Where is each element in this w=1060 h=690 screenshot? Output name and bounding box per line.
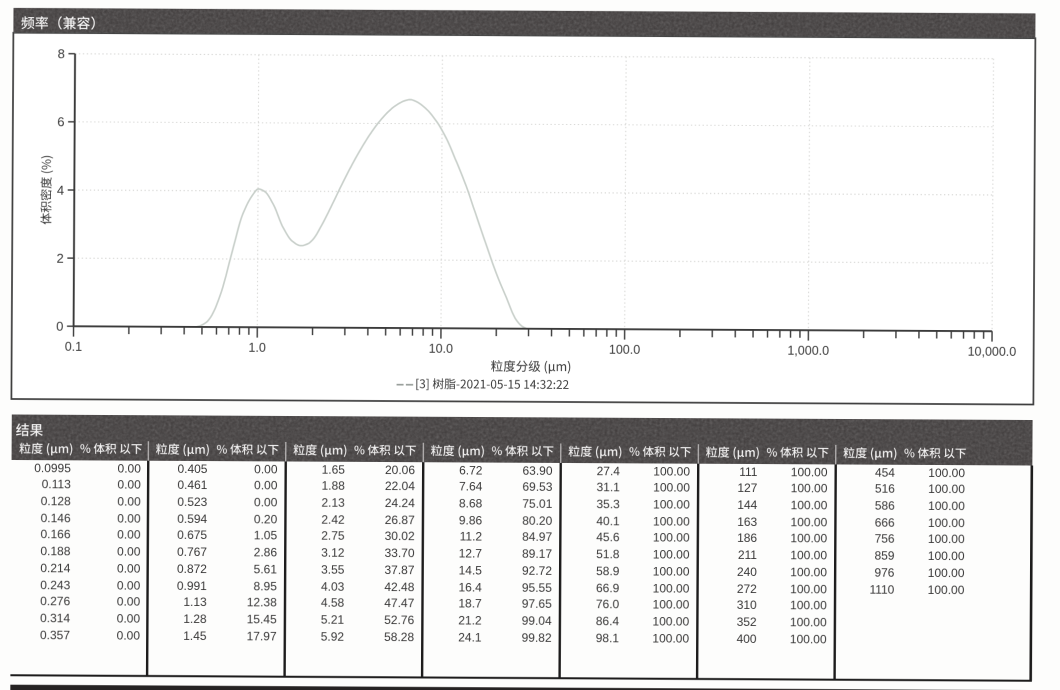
svg-text:4: 4 <box>57 183 64 198</box>
svg-text:6: 6 <box>57 114 64 129</box>
svg-text:1.0: 1.0 <box>248 341 266 355</box>
svg-text:10,000.0: 10,000.0 <box>968 344 1017 358</box>
svg-text:10.0: 10.0 <box>429 342 453 356</box>
svg-text:100.0: 100.0 <box>609 343 640 357</box>
svg-text:0.1: 0.1 <box>65 340 83 354</box>
svg-text:2: 2 <box>56 251 63 266</box>
svg-text:0: 0 <box>56 319 63 334</box>
svg-text:8: 8 <box>58 46 65 61</box>
svg-text:1,000.0: 1,000.0 <box>787 343 829 357</box>
